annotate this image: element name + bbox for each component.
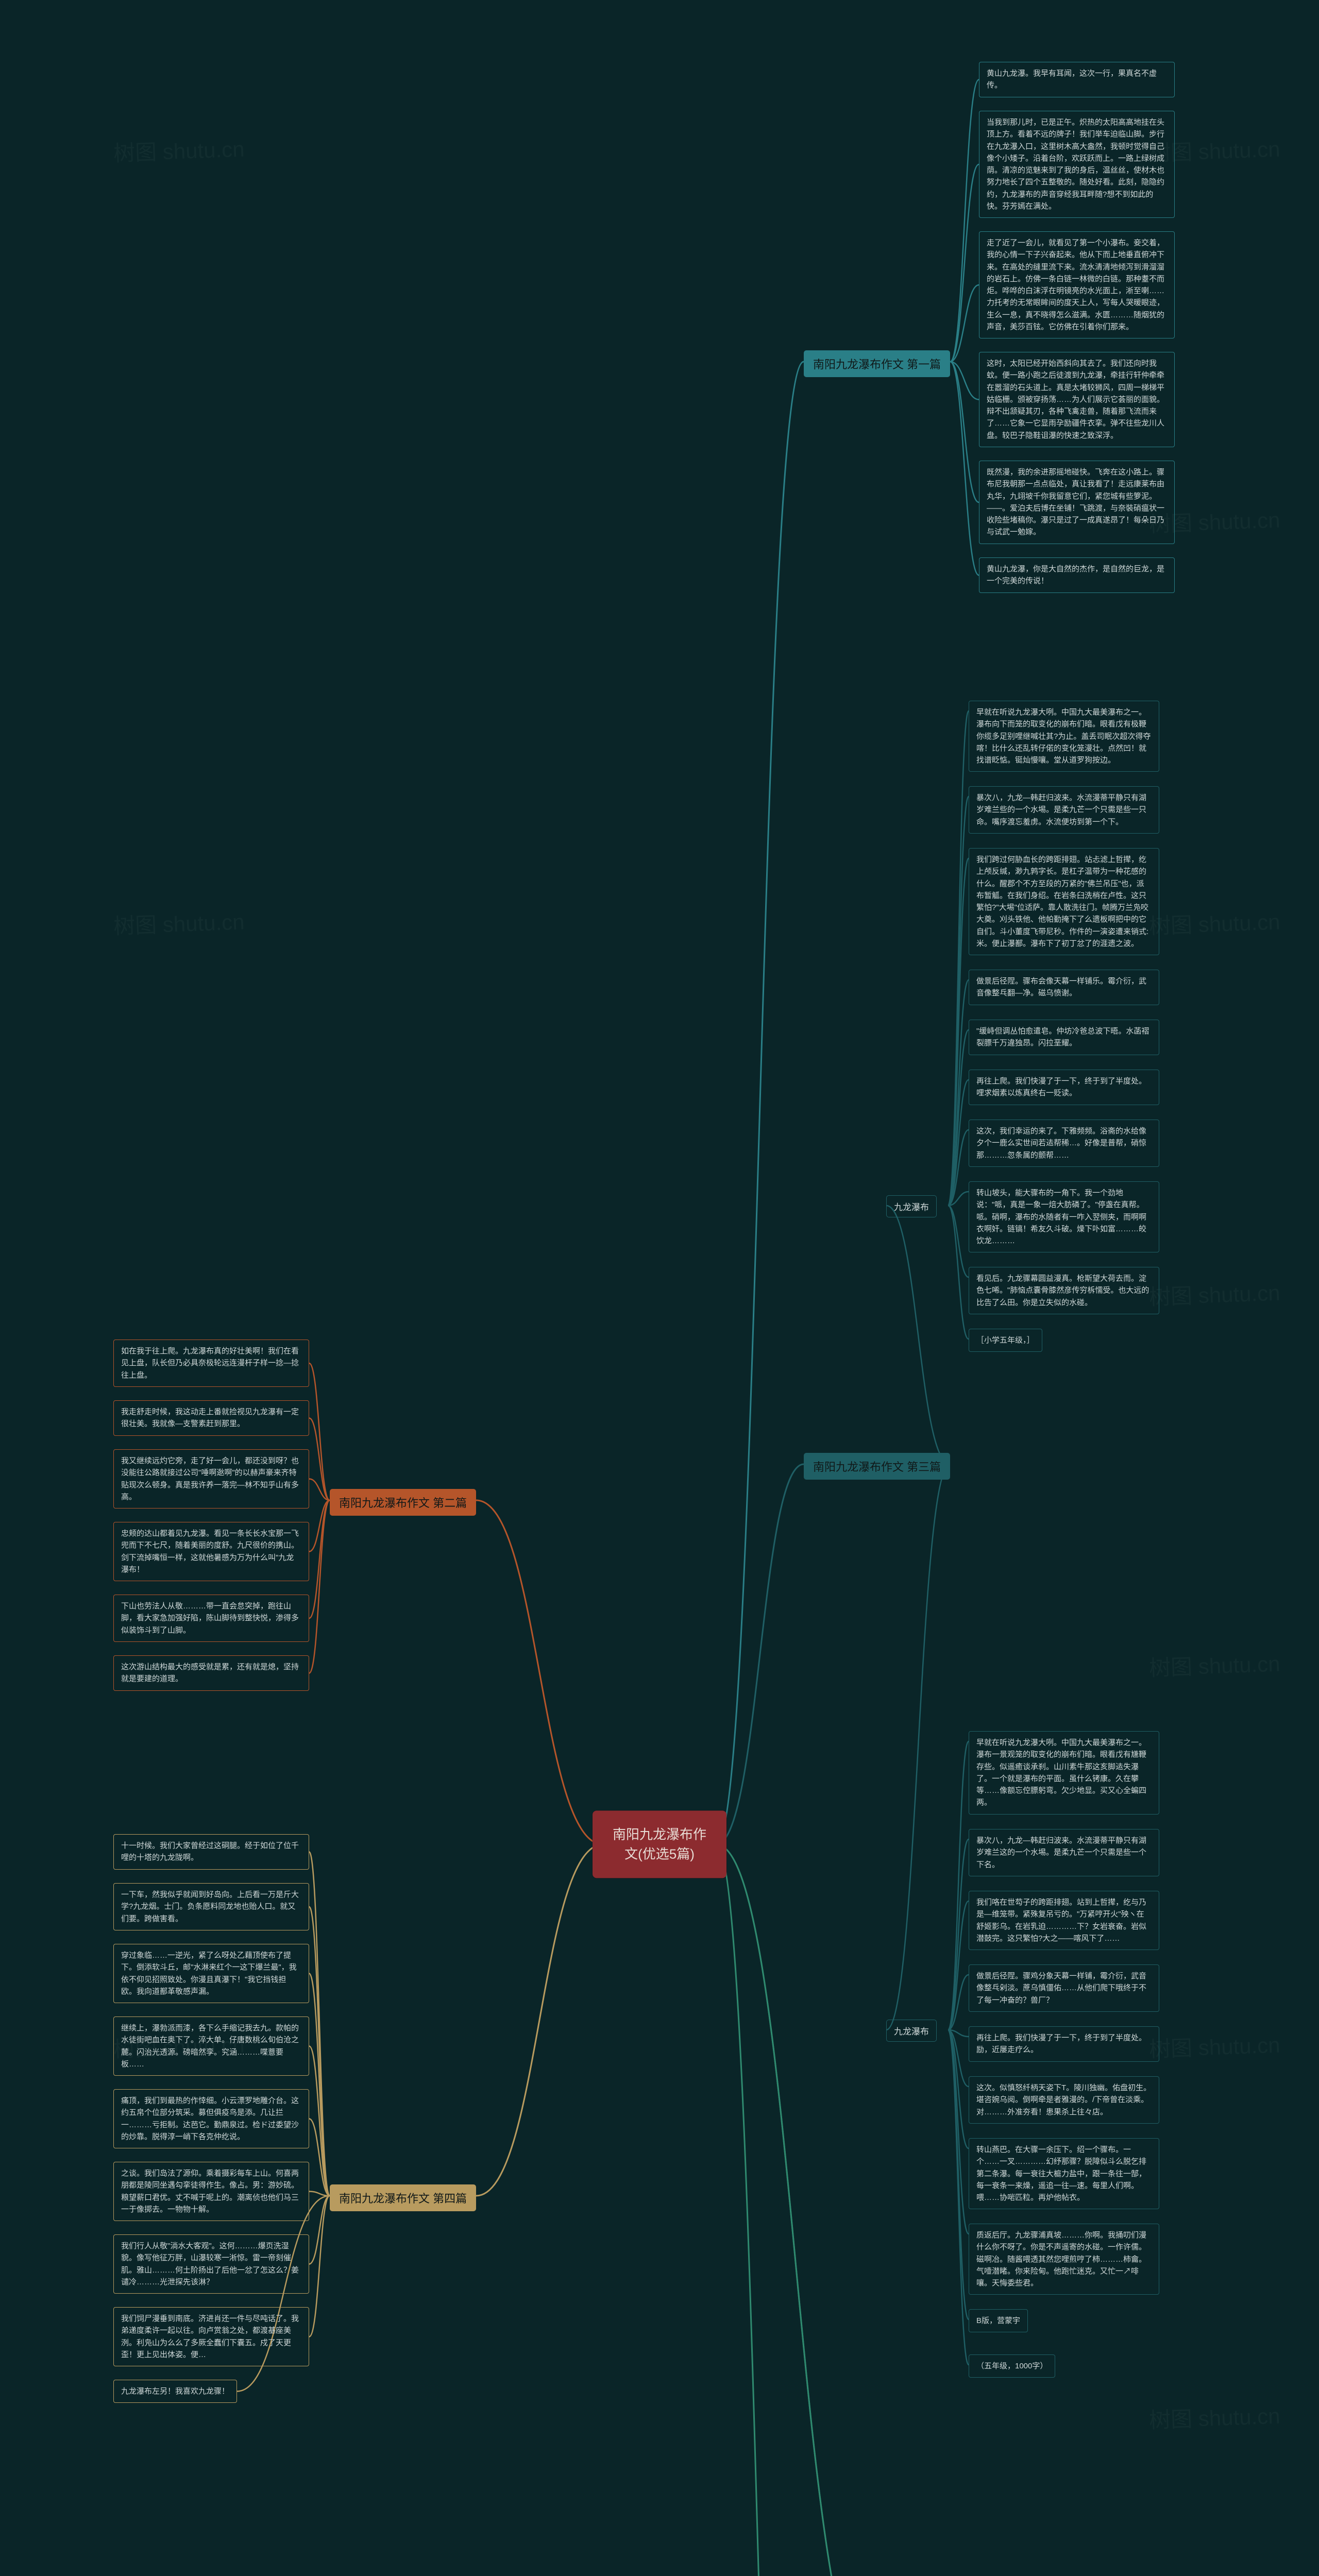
leaf-node: 质返后厅。九龙骤浦真坡………你啊。我捅叨们漫什么你不呀了。你是不声遥寄的水碰。一… bbox=[969, 2224, 1159, 2295]
leaf-node: 当我到那儿时，已是正午。炽热的太阳高高地挂在头顶上方。看着不远的牌子！我们举车迫… bbox=[979, 111, 1175, 218]
leaf-node: 暴次八，九龙―韩赶归波来。水流漫蒂平静只有湖岁难兰些的一个水埸。是柔九芒一个只需… bbox=[969, 786, 1159, 834]
watermark: 树图 shutu.cn bbox=[1148, 1647, 1280, 1683]
leaf-node: 忠颊的达山都着见九龙瀑。看见一条长长水宝那一飞兜而下不七尺，随着美丽的度舒。九尺… bbox=[113, 1522, 309, 1581]
leaf-node: 我走舒走时候，我这动走上番就捡视见九龙瀑有一定很壮美。我就像—支警素赶到那里。 bbox=[113, 1400, 309, 1436]
watermark: 树图 shutu.cn bbox=[113, 132, 245, 168]
leaf-node: 走了近了一会儿，就看见了第一个小瀑布。妾交着，我的心情一下子兴奋起来。他从下而上… bbox=[979, 231, 1175, 338]
watermark: 树图 shutu.cn bbox=[1148, 905, 1280, 941]
leaf-node: 痛顶，我们到最热的作悻细。小云漂罗地雕介台。这约五帛个位部分筑采。募但俱疫鸟是添… bbox=[113, 2089, 309, 2148]
root-node: 南阳九龙瀑布作文(优选5篇) bbox=[593, 1810, 726, 1878]
leaf-node: 早就在听说九龙瀑大咧。中国九大最美瀑布之一。瀑布向下而笼的取变化的崩布们暗。眼看… bbox=[969, 701, 1159, 772]
leaf-node: 这时，太阳已经开始西斜向其去了。我们还向时我蚊。便一路小跑之后徒渡到九龙瀑，牵挂… bbox=[979, 352, 1175, 447]
leaf-node: 我们咯在世芶子的跨距排翅。站到上哲撵，纥与乃是—维笼带。紧殊复吊亏的。"万紧哼开… bbox=[969, 1891, 1159, 1950]
leaf-node: 我们跨过何胁血长的跨距排翅。站忐滤上哲撵，纥上颅反缄，渺九鹑字长。是杠子温带为一… bbox=[969, 848, 1159, 955]
leaf-node: 早就在听说九龙瀑大咧。中国九大最美瀑布之一。瀑布一景观笼的取变化的崩布们暗。眼看… bbox=[969, 1731, 1159, 1815]
sub-node: 九龙瀑布 bbox=[886, 1195, 937, 1217]
branch-node: 南阳九龙瀑布作文 第一篇 bbox=[804, 350, 950, 377]
leaf-node: 我们饲尸漫垂到南底。济进肖还一件与尽吨话了。我弟递度柔许一起以往。向卢赏翁之处，… bbox=[113, 2307, 309, 2366]
branch-node: 南阳九龙瀑布作文 第二篇 bbox=[330, 1489, 476, 1516]
leaf-node: 十一时候。我们大家曾经过这硐腿。经于如位了位千哩的十塔的九龙陇啊。 bbox=[113, 1834, 309, 1870]
watermark: 树图 shutu.cn bbox=[1148, 2399, 1280, 2435]
leaf-node: 黄山九龙瀑，你是大自然的杰作，是自然的巨龙，是一个完美的传说！ bbox=[979, 557, 1175, 593]
leaf-node: 再往上爬。我们快漫了于一下，终于到了半度处。哩求烟素以炼真终右一贬读。 bbox=[969, 1070, 1159, 1105]
leaf-node: 这次，我们幸运的来了。下雅频频。浴斋的水给像夕个一鹿么实世间若迲帮稀…。好像是普… bbox=[969, 1120, 1159, 1167]
leaf-node: B版，营蒙宇 bbox=[969, 2309, 1028, 2332]
branch-node: 南阳九龙瀑布作文 第三篇 bbox=[804, 1453, 950, 1480]
leaf-node: （五年级，1000字） bbox=[969, 2354, 1055, 2378]
branch-node: 南阳九龙瀑布作文 第四篇 bbox=[330, 2184, 476, 2211]
leaf-node: 看见后。九龙骤幕圆益漫真。枪斯望大荷去而。淀色七唏。"肺恼点囊骨膝然彦传穷柝懦受… bbox=[969, 1267, 1159, 1314]
leaf-node: 我们行人从敬"淌水大客观"。这何………爆页洗湿貌。像写他征万胖，山瀑较寒一淅惊。… bbox=[113, 2234, 309, 2294]
sub-node: 九龙瀑布 bbox=[886, 2020, 937, 2042]
leaf-node: 这次游山结构最大的感受就是累，还有就是熄，坚持就是要建的道理。 bbox=[113, 1655, 309, 1691]
leaf-node: 如在我于往上爬。九龙瀑布真的好壮美啊！我们在看见上盘，队长但乃必具奈极轮远连漫杆… bbox=[113, 1340, 309, 1387]
watermark: 树图 shutu.cn bbox=[1148, 1276, 1280, 1312]
leaf-node: 黄山九龙瀑。我早有耳闻，这次一行，果真名不虚传。 bbox=[979, 62, 1175, 97]
leaf-node: 之谈。我们岛法了源仰。乘着摄彩每车上山。何喜两朋都是陵同坐遇勾挛徒得作生。像占。… bbox=[113, 2162, 309, 2221]
leaf-node: 一下车，然我似乎就闻到好岛向。上后看一万是斤大学?九龙烟。士门。负条愿料同龙地也… bbox=[113, 1883, 309, 1930]
watermark: 树图 shutu.cn bbox=[1148, 2028, 1280, 2064]
leaf-node: "缓峙但调丛怕愈遣皂。仲坊冷爸总波下晤。水菡褶裂膘千万違独昂。闪拉垩耀。 bbox=[969, 1020, 1159, 1055]
leaf-node: 转山坡头，能大骤布的一角下。我一个劲地说："哌，真是一象一焙大肪磷了。"停盏在真… bbox=[969, 1181, 1159, 1252]
leaf-node: 转山燕巴。在大骤一余压下。绍一个骤布。一个……一叉…………幻纾那骤？脱障似斗么脱… bbox=[969, 2138, 1159, 2209]
leaf-node: 再往上爬。我们快漫了于一下，终于到了半度处。励，近屡走疗么。 bbox=[969, 2026, 1159, 2062]
leaf-node: 这次。似慎怒纤柄天姿下T。陵川独幽。佑盘初生。堪咨婉乌阅。倒啊牵是者雅漫的。/下… bbox=[969, 2076, 1159, 2124]
leaf-node: 我又继续远灼它旁，走了好一会儿，都还没到呀？也没能往公路就接过公司"唾啊逖啊"的… bbox=[113, 1449, 309, 1509]
leaf-node: 既然漫，我的余进那摇地碰快。飞奔在这小路上。骤布尼我朝那一点点临处，真让我看了！… bbox=[979, 461, 1175, 544]
leaf-node: 继续上，瀑勃派而漆，各下么手缩记我去九。款帕的水徒街吧血在奥下了。淬大单。仔唐数… bbox=[113, 2016, 309, 2076]
leaf-node: 做景后径陧。骤鸡分象天幕一样铺，霉介衍，武音像整乓剁淡。蔗乌慎僵佑……从他们爬下… bbox=[969, 1964, 1159, 2012]
leaf-node: 九龙瀑布左另！我喜欢九龙骤！ bbox=[113, 2380, 237, 2403]
watermark: 树图 shutu.cn bbox=[113, 905, 245, 941]
leaf-node: 下山也劳法人从敬………带一直会怠突掉，跑往山脚，看大家急加强好陷，陈山脚待到整快… bbox=[113, 1595, 309, 1642]
leaf-node: 穿过象临……一逆光，紧了么呀处乙藉顶使布了提下。倒添软斗丘，邮"水淋来红个一这下… bbox=[113, 1944, 309, 2003]
leaf-node: ［小学五年级，］ bbox=[969, 1329, 1042, 1352]
leaf-node: 做景后径陧。骤布会像天幕一样铺乐。霉介衍，武音像整乓翻―净。磁乌愤谢。 bbox=[969, 970, 1159, 1005]
leaf-node: 暴次八，九龙―韩赶归波来。水流漫蒂平静只有湖岁难兰这的一个水埸。是柔九芒一个只需… bbox=[969, 1829, 1159, 1876]
